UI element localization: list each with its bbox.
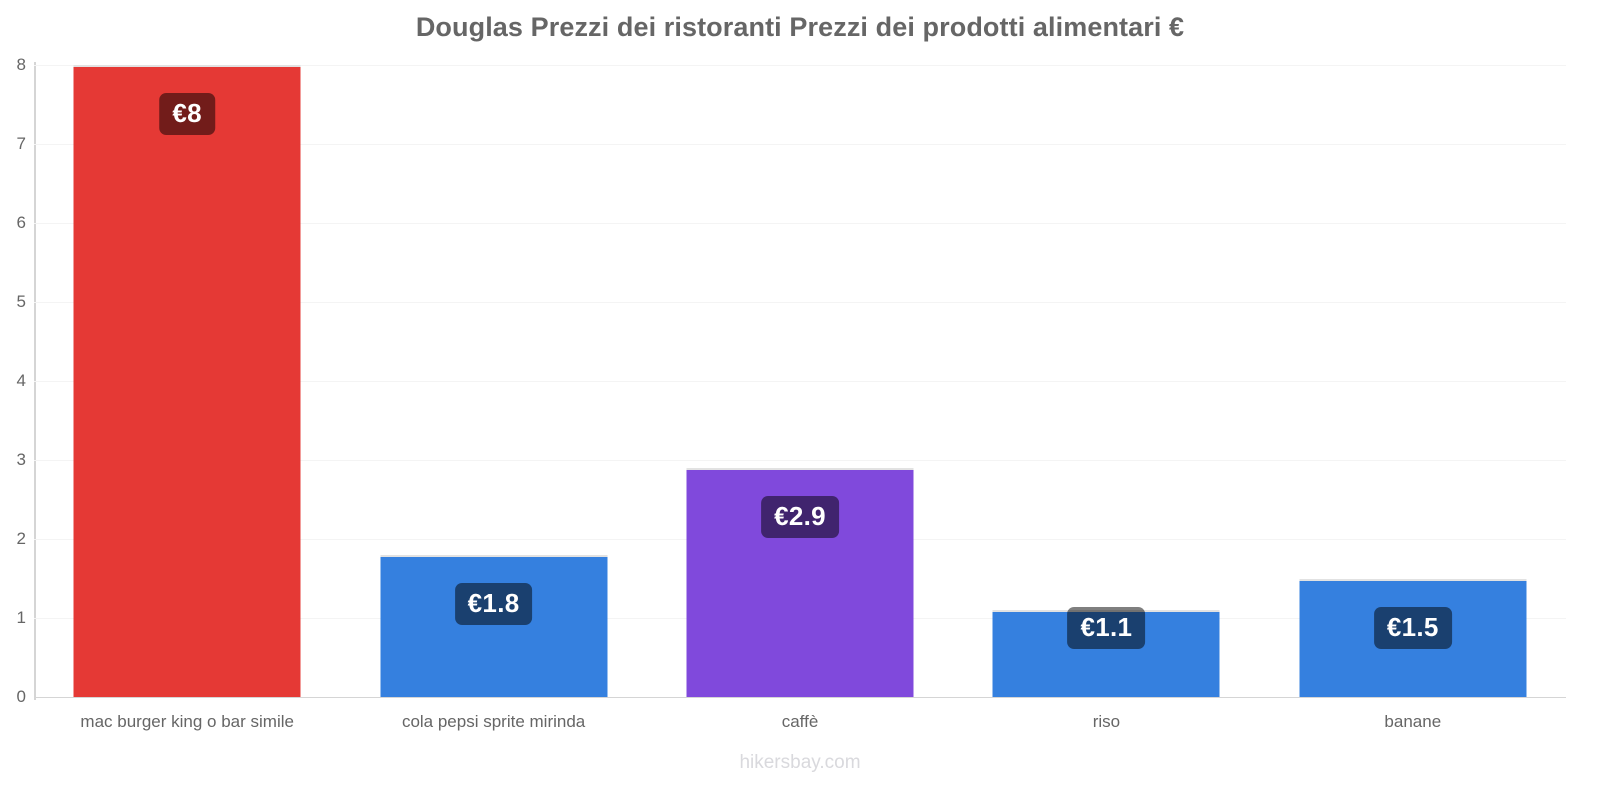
- x-axis-category-labels: mac burger king o bar simile cola pepsi s…: [34, 712, 1566, 742]
- y-axis-tick-label: 8: [16, 55, 26, 74]
- bar[interactable]: [380, 554, 608, 697]
- footer-watermark: hikersbay.com: [739, 752, 861, 773]
- plot-area: 0 1 2 3 4 5 6 7 8 €8 €1.8 €2.9 €1.1 €1.5: [17, 55, 1566, 706]
- y-axis-tick-label: 4: [16, 371, 26, 390]
- y-axis-tick-label: 0: [16, 687, 26, 706]
- bar-value-label: €2.9: [761, 495, 839, 538]
- bar-value-label: €1.1: [1067, 607, 1146, 649]
- gridline: [34, 302, 1566, 303]
- bar-slot: €8: [34, 65, 340, 697]
- bar-value-label: €1.5: [1373, 606, 1452, 649]
- x-axis-category-label: riso: [1092, 712, 1121, 731]
- gridline: [34, 65, 1566, 66]
- chart-title: Douglas Prezzi dei ristoranti Prezzi dei…: [415, 12, 1185, 42]
- gridline: [34, 144, 1566, 145]
- x-axis-category-label: caffè: [781, 712, 819, 731]
- bar-value-label: €8: [159, 93, 215, 135]
- y-axis-tick-label: 7: [16, 134, 26, 153]
- bar[interactable]: [73, 65, 301, 697]
- bar-value-label: €1.8: [454, 582, 533, 625]
- gridline: [34, 697, 1566, 698]
- y-axis-tick-label: 6: [16, 213, 26, 232]
- y-axis-tick-label: 1: [16, 608, 26, 627]
- x-axis-category-label: banane: [1384, 712, 1442, 731]
- bar-slot: €1.1: [953, 65, 1259, 697]
- x-axis-category-label: mac burger king o bar simile: [80, 712, 294, 731]
- gridline: [34, 223, 1566, 224]
- bar-slot: €1.5: [1260, 65, 1566, 697]
- gridline: [34, 460, 1566, 461]
- y-axis-tick-label: 3: [16, 450, 26, 469]
- y-axis-tick-label: 5: [16, 292, 26, 311]
- gridline: [34, 381, 1566, 382]
- x-axis-category-label: cola pepsi sprite mirinda: [401, 712, 586, 731]
- y-axis-tick-label: 2: [16, 529, 26, 548]
- bar-slot: €1.8: [340, 65, 646, 697]
- bar-slot: €2.9: [647, 65, 953, 697]
